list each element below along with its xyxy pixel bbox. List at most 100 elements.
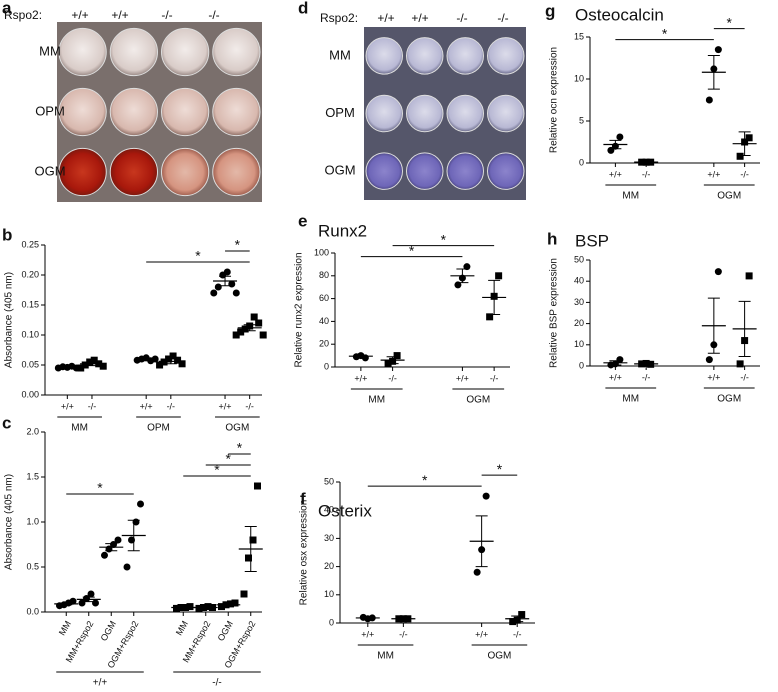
y-tick-label: 2.0: [26, 426, 39, 436]
significance-label: *: [727, 14, 733, 30]
x-tick-label: OGM: [99, 619, 118, 643]
y-tick-label: 30: [324, 533, 334, 543]
y-tick-label: 1.0: [26, 516, 39, 526]
well: [487, 37, 525, 75]
x-tick-label: MM: [57, 619, 73, 637]
y-tick-label: 40: [319, 316, 329, 326]
well: [446, 37, 484, 75]
row-label: OPM: [35, 103, 65, 118]
error-bar: [609, 139, 622, 150]
y-tick-label: 60: [319, 293, 329, 303]
data-point: [705, 96, 713, 104]
error-bar: [609, 360, 622, 366]
error-bar: [640, 362, 653, 365]
error-bar: [199, 606, 212, 609]
y-tick-label: 40: [324, 505, 334, 515]
error-bar: [738, 131, 751, 156]
error-bar: [127, 519, 140, 552]
x-tick-label: -/-: [513, 629, 522, 639]
column-label: +/+: [71, 8, 88, 22]
chart-title: Runx2: [318, 221, 367, 240]
significance-label: *: [662, 25, 668, 41]
y-tick-label: 0.00: [21, 389, 39, 399]
error-bar: [177, 606, 190, 609]
panel-letter: g: [545, 1, 555, 20]
group-label: MM: [71, 423, 88, 434]
y-tick-label: 0.20: [21, 269, 39, 279]
significance-label: *: [235, 237, 241, 253]
data-point: [259, 331, 267, 339]
y-tick-label: 0.05: [21, 359, 39, 369]
group-label: OGM: [225, 423, 249, 434]
x-tick-label: -/-: [88, 401, 97, 411]
y-tick-label: 0: [579, 157, 584, 167]
data-point: [254, 482, 261, 490]
well: [487, 152, 525, 190]
error-bar: [354, 354, 367, 358]
significance-label: *: [97, 480, 103, 496]
error-bar: [738, 300, 751, 357]
data-point: [245, 554, 252, 562]
data-point: [745, 134, 753, 142]
group-label: MM: [622, 191, 639, 202]
group-label: OGM: [466, 395, 490, 406]
error-bar: [222, 603, 235, 607]
data-point: [223, 268, 231, 276]
data-point: [486, 313, 494, 321]
y-tick-label: 20: [574, 318, 584, 328]
data-point: [178, 360, 186, 368]
y-axis-label: Relative osx expression: [299, 500, 310, 606]
error-bar: [82, 596, 95, 603]
data-point: [99, 362, 107, 370]
row-label: MM: [39, 43, 61, 58]
error-bar: [60, 602, 73, 606]
data-point: [714, 268, 722, 276]
data-point: [232, 331, 240, 339]
data-point: [736, 360, 744, 368]
well: [212, 87, 261, 137]
panel-letter: b: [2, 225, 12, 244]
row-label: MM: [329, 47, 351, 62]
data-point: [92, 599, 99, 607]
chart-title: Osteocalcin: [575, 5, 664, 24]
well: [406, 37, 444, 75]
data-point: [77, 364, 85, 372]
y-tick-label: 20: [324, 561, 334, 571]
data-point: [81, 361, 89, 369]
x-tick-label: +/+: [354, 373, 367, 383]
significance-label: *: [497, 461, 503, 477]
y-tick-label: 10: [324, 589, 334, 599]
x-tick-label: +/+: [219, 401, 232, 411]
data-point: [195, 604, 203, 612]
x-tick-label: +/+: [707, 169, 720, 179]
well: [161, 147, 210, 197]
y-axis-label: Relative runx2 expression: [294, 252, 305, 367]
significance-label: *: [409, 242, 415, 258]
data-point: [237, 328, 245, 336]
chart-title: Osterix: [318, 501, 372, 520]
data-point: [241, 325, 249, 333]
data-point: [518, 611, 526, 619]
group-label: -/-: [212, 678, 221, 689]
well: [161, 27, 210, 77]
data-point: [90, 356, 98, 364]
error-bar: [475, 515, 488, 568]
group-label: +/+: [93, 678, 108, 689]
data-point: [745, 272, 753, 280]
data-point: [473, 568, 481, 576]
data-point: [87, 590, 95, 598]
column-label: +/+: [377, 11, 394, 25]
well: [365, 37, 403, 75]
y-tick-label: 0: [324, 361, 329, 371]
well: [58, 87, 107, 137]
significance-label: *: [195, 248, 201, 264]
group-label: OGM: [717, 394, 741, 405]
significance-label: *: [237, 440, 243, 456]
x-tick-label: OGM: [216, 619, 235, 643]
y-tick-label: 5: [579, 115, 584, 125]
y-tick-label: 0.10: [21, 329, 39, 339]
y-tick-label: 0: [329, 617, 334, 627]
y-tick-label: 10: [574, 339, 584, 349]
y-tick-label: 40: [574, 276, 584, 286]
data-point: [210, 289, 218, 297]
